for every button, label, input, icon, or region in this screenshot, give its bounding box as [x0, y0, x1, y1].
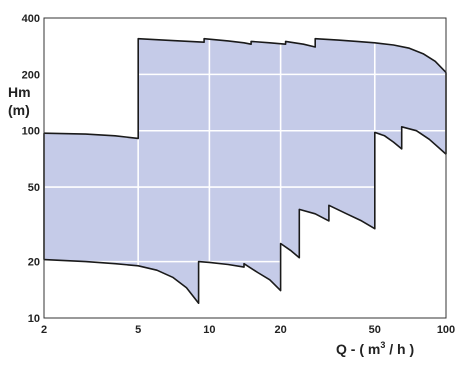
- x-tick-label: 2: [41, 324, 47, 336]
- y-tick-label: 20: [28, 257, 40, 269]
- x-tick-label: 50: [369, 324, 381, 336]
- y-tick-label: 200: [22, 69, 40, 81]
- y-axis-label-line2: (m): [8, 102, 30, 118]
- y-tick-label: 400: [22, 13, 40, 25]
- y-tick-label: 50: [28, 182, 40, 194]
- x-tick-label: 20: [274, 324, 286, 336]
- x-tick-label: 5: [135, 324, 141, 336]
- y-tick-label: 100: [22, 126, 40, 138]
- x-tick-label: 100: [437, 324, 455, 336]
- y-tick-label: 10: [28, 313, 40, 325]
- y-axis-label-line1: Hm: [8, 84, 31, 100]
- x-axis-label: Q - ( m3 / h ): [336, 340, 414, 357]
- x-axis-label-prefix: Q - ( m: [336, 341, 380, 357]
- x-tick-label: 10: [203, 324, 215, 336]
- x-axis-label-suffix: / h ): [385, 341, 414, 357]
